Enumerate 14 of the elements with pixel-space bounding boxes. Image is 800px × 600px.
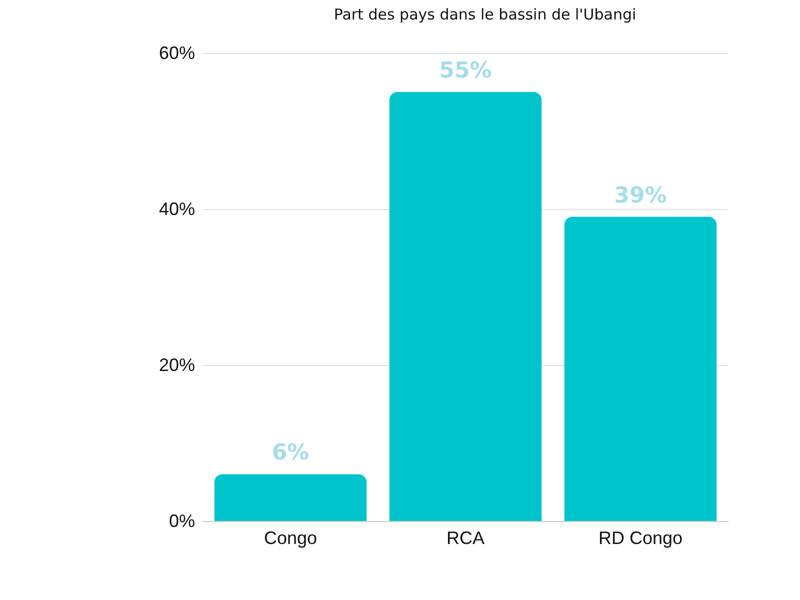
- bar: [214, 474, 367, 521]
- x-tick-label: RD Congo: [598, 528, 683, 548]
- bar: [564, 216, 717, 521]
- x-tick-label: RCA: [446, 528, 485, 548]
- chart-title: Part des pays dans le bassin de l'Ubangi: [334, 6, 636, 24]
- y-tick-label: 60%: [158, 43, 195, 63]
- data-label: 39%: [614, 183, 667, 208]
- y-tick-label: 40%: [158, 199, 195, 219]
- data-label: 55%: [439, 58, 492, 84]
- x-tick-label: Congo: [264, 528, 318, 548]
- y-tick-label: 20%: [158, 355, 195, 375]
- bar: [389, 92, 542, 521]
- data-label: 6%: [272, 440, 310, 466]
- y-tick-label: 0%: [168, 511, 195, 531]
